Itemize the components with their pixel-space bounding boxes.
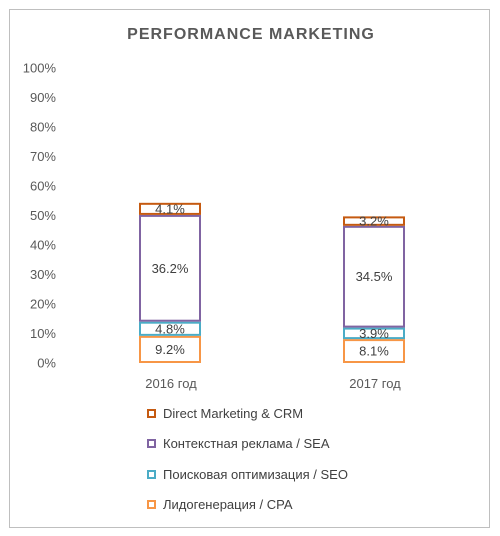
legend-label: Поисковая оптимизация / SEO (163, 466, 348, 482)
data-label: 34.5% (356, 269, 393, 284)
chart-title: PERFORMANCE MARKETING (127, 26, 375, 43)
legend-swatch (147, 500, 156, 509)
y-tick-label: 60% (30, 179, 56, 194)
bar-segment (139, 202, 201, 215)
data-label: 4.8% (155, 321, 185, 336)
legend: Direct Marketing & CRM Контекстная реклам… (147, 405, 348, 527)
bar-segment (343, 339, 405, 364)
x-tick-label: 2016 год (145, 376, 197, 391)
bar-segment (343, 216, 405, 226)
y-tick-label: 10% (30, 326, 56, 341)
y-tick-label: 0% (37, 356, 56, 371)
y-axis: 0% 10% 20% 30% 40% 50% 60% 70% 80% 90% 100% (23, 61, 57, 371)
data-label: 9.2% (155, 342, 185, 357)
plot-area: 9.2% 4.8% 36.2% 4.1% 8.1% 3.9% 34.5% 3.2% (139, 201, 405, 364)
y-tick-label: 70% (30, 149, 56, 164)
data-label: 36.2% (152, 261, 189, 276)
legend-label: Контекстная реклама / SEA (163, 436, 330, 451)
bar-segment (139, 214, 201, 322)
data-label: 3.2% (359, 214, 389, 229)
data-label: 4.1% (155, 201, 185, 216)
legend-item: Поисковая оптимизация / SEO (147, 466, 348, 482)
y-tick-label: 50% (30, 208, 56, 223)
legend-swatch (147, 408, 156, 418)
legend-item: Контекстная реклама / SEA (147, 436, 348, 452)
y-tick-label: 100% (23, 61, 57, 76)
data-label: 8.1% (359, 344, 389, 359)
legend-swatch (147, 439, 156, 448)
bar-segment (139, 335, 201, 363)
bar-segment (343, 225, 405, 328)
legend-item: Лидогенерация / CPA (147, 497, 348, 513)
data-label: 3.9% (359, 326, 389, 341)
bar-segment (139, 321, 201, 336)
legend-label: Лидогенерация / CPA (163, 497, 293, 512)
y-tick-label: 90% (30, 90, 56, 105)
bar-segment (343, 327, 405, 340)
legend-swatch (147, 469, 156, 479)
y-tick-label: 20% (30, 297, 56, 312)
legend-label: Direct Marketing & CRM (163, 405, 304, 421)
chart-frame (9, 9, 490, 528)
y-tick-label: 40% (30, 238, 56, 253)
legend-item: Direct Marketing & CRM (147, 405, 348, 421)
y-tick-label: 80% (30, 120, 56, 135)
x-axis: 2016 год 2017 год (145, 376, 401, 391)
y-tick-label: 30% (30, 267, 56, 282)
x-tick-label: 2017 год (349, 376, 401, 391)
